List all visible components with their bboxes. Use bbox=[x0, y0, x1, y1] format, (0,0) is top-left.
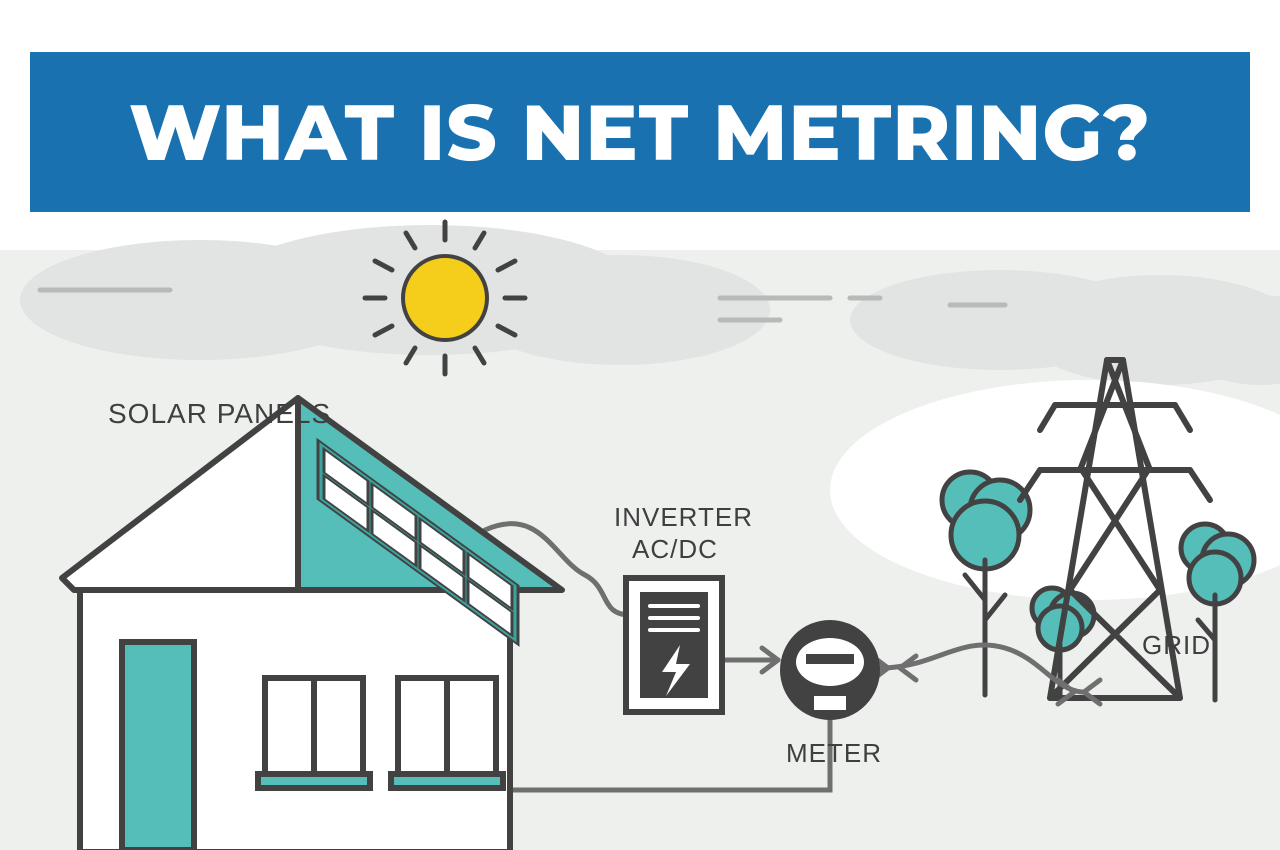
title-text: WHAT IS NET METRING? bbox=[129, 84, 1151, 180]
infographic-canvas: WHAT IS NET METRING? SOLAR PANELS INVERT… bbox=[0, 0, 1280, 850]
solar-panels-label: SOLAR PANELS bbox=[108, 398, 331, 430]
meter-label: METER bbox=[786, 738, 882, 769]
meter-icon bbox=[780, 620, 880, 720]
inverter-icon bbox=[626, 578, 722, 712]
inverter-label-line2: AC/DC bbox=[632, 534, 718, 565]
inverter-label-line1: INVERTER bbox=[614, 502, 753, 533]
grid-label: GRID bbox=[1142, 630, 1211, 661]
title-banner: WHAT IS NET METRING? bbox=[30, 52, 1250, 212]
